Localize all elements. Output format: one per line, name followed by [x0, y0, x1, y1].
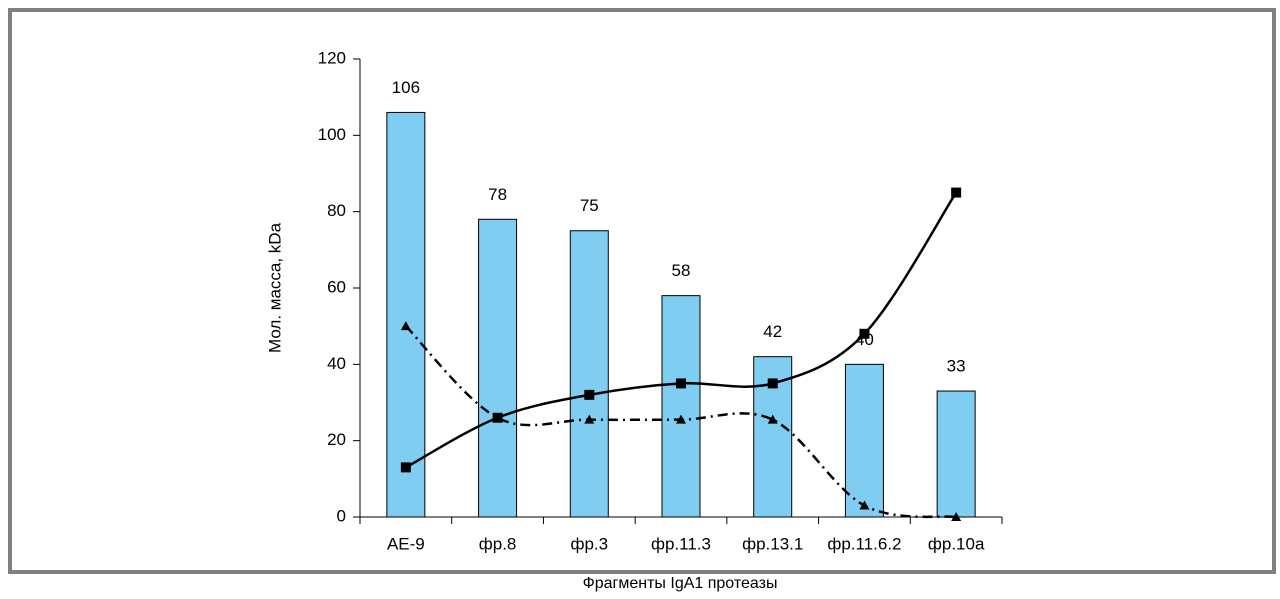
marker: [767, 414, 778, 424]
marker: [859, 500, 870, 510]
y-tick-label: 120: [318, 48, 346, 67]
y-axis-label: Мол. масса, kDa: [265, 222, 284, 353]
data-label: 78: [488, 185, 507, 204]
marker: [951, 187, 962, 198]
x-tick-label: фр.11.3: [651, 534, 711, 553]
marker: [676, 414, 686, 424]
marker: [400, 321, 411, 331]
marker: [584, 389, 595, 400]
x-tick-label: фр.13.1: [742, 534, 803, 553]
y-tick-label: 0: [337, 506, 346, 525]
bar: [386, 111, 426, 518]
x-tick-label: фр.3: [570, 534, 608, 553]
marker: [492, 412, 503, 422]
bar: [569, 230, 609, 518]
data-label: 58: [672, 261, 691, 280]
bar: [478, 218, 518, 518]
y-tick-label: 20: [327, 430, 346, 449]
x-axis-label: Фрагменты IgA1 протеазы: [583, 575, 778, 592]
x-tick-label: фр.10а: [928, 534, 985, 553]
y-tick-label: 40: [327, 354, 346, 373]
bar: [936, 390, 976, 518]
y-tick-label: 60: [327, 277, 346, 296]
frame: [8, 8, 1276, 574]
marker: [400, 462, 411, 473]
marker: [676, 378, 686, 389]
x-tick-label: фр.8: [479, 534, 517, 553]
data-label: 106: [392, 78, 420, 97]
y-tick-label: 100: [318, 125, 346, 144]
marker: [584, 414, 595, 424]
marker: [859, 328, 870, 339]
bar: [844, 363, 884, 518]
x-tick-label: AE-9: [387, 534, 425, 553]
x-tick-label: фр.11.6.2: [827, 534, 901, 553]
bar: [661, 295, 701, 518]
data-label: 42: [763, 322, 782, 341]
data-label: 33: [947, 357, 966, 376]
marker: [767, 378, 778, 389]
data-label: 75: [580, 196, 599, 215]
y-tick-label: 80: [327, 201, 346, 220]
